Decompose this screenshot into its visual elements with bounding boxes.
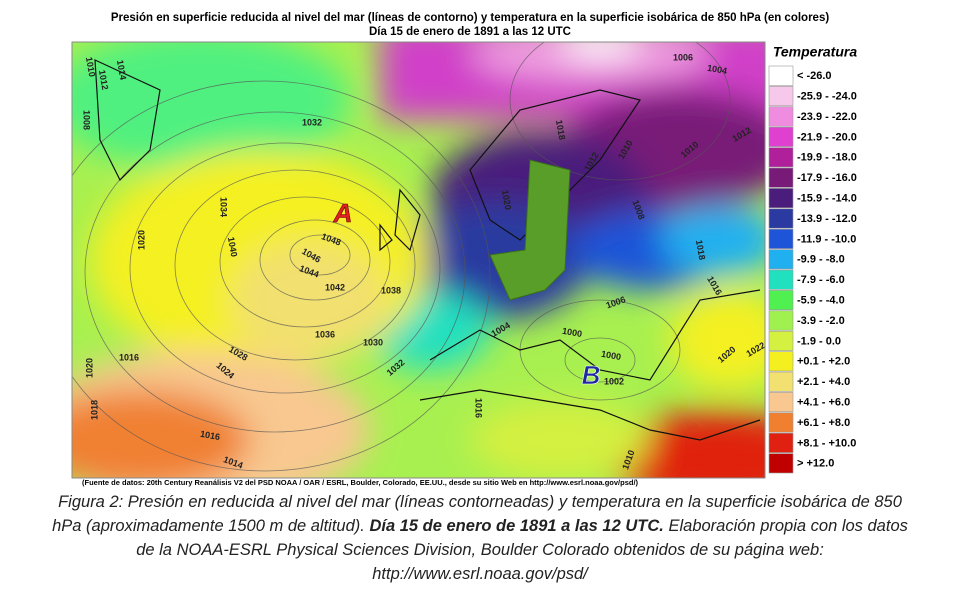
- contour-label: 1014: [115, 59, 128, 80]
- legend-label: -23.9 - -22.0: [797, 111, 857, 123]
- legend-swatch: [768, 392, 794, 413]
- legend-swatch: [768, 188, 794, 209]
- coastlines: [94, 59, 761, 441]
- legend-label: -11.9 - -10.0: [797, 233, 856, 245]
- contour-label: 1000: [561, 326, 582, 339]
- contour-label: 1040: [226, 236, 239, 257]
- contour-label: 1010: [84, 56, 97, 77]
- legend-label: +6.1 - +8.0: [797, 417, 850, 429]
- legend-label: +0.1 - +2.0: [797, 356, 850, 368]
- legend-swatch: [768, 310, 794, 331]
- legend-swatch: [768, 330, 794, 351]
- caption-line: http://www.esrl.noaa.gov/psd/: [372, 565, 588, 583]
- contour-label: 1020: [84, 358, 94, 378]
- source: (Fuente de datos: 20th Century Reanálisi…: [82, 478, 639, 487]
- legend-label: -5.9 - -4.0: [797, 295, 845, 307]
- legend-swatch: [768, 290, 794, 311]
- legend-label: -9.9 - -8.0: [797, 254, 845, 266]
- caption-line: Figura 2: Presión en reducida al nivel d…: [58, 493, 902, 511]
- legend-swatch: [768, 269, 794, 290]
- contour-label: 1002: [604, 376, 624, 386]
- arrow: [489, 159, 571, 301]
- contour-label: 1000: [600, 349, 621, 362]
- legend-label: +4.1 - +6.0: [797, 397, 850, 409]
- legend-title: Temperatura: [773, 44, 858, 60]
- legend-label: -3.9 - -2.0: [797, 315, 845, 327]
- legend-swatch: [768, 412, 794, 433]
- contour-label: 1030: [363, 337, 383, 347]
- contour-label: 1006: [673, 52, 693, 62]
- caption-line: de la NOAA-ESRL Physical Sciences Divisi…: [136, 541, 824, 559]
- legend-swatch: [768, 208, 794, 229]
- legend-label: -1.9 - 0.0: [797, 335, 841, 347]
- caption-line: hPa (aproximadamente 1500 m de altitud).…: [0, 517, 960, 536]
- legend-label: -15.9 - -14.0: [797, 193, 857, 205]
- legend-swatch: [768, 351, 794, 372]
- legend-swatch: [768, 106, 794, 127]
- contour-label: 1042: [325, 282, 345, 292]
- contour-label: 1034: [219, 197, 229, 217]
- contour-label: 1016: [474, 398, 484, 418]
- legend-swatch: [768, 371, 794, 392]
- contour-label: 1018: [694, 239, 707, 260]
- legend-label: +2.1 - +4.0: [797, 376, 850, 388]
- high-label: A: [333, 198, 353, 228]
- legend-swatch: [768, 453, 794, 474]
- legend-swatch: [768, 228, 794, 249]
- caption-bold: Día 15 de enero de 1891 a las 12 UTC.: [369, 517, 664, 535]
- legend-label: +8.1 - +10.0: [797, 437, 856, 449]
- legend-swatch: [768, 167, 794, 188]
- contour-label: 1012: [97, 69, 110, 90]
- legend-label: -13.9 - -12.0: [797, 213, 857, 225]
- legend-swatch: [768, 432, 794, 453]
- title: Presión en superficie reducida al nivel …: [111, 12, 830, 24]
- contour-label: 1008: [82, 110, 92, 130]
- contour-label: 1016: [119, 352, 139, 362]
- map-frame: [71, 41, 766, 479]
- legend-label: -17.9 - -16.0: [797, 172, 857, 184]
- contour-label: 1020: [136, 230, 146, 250]
- legend-label: > +12.0: [797, 458, 834, 470]
- isobars: [72, 42, 731, 472]
- contour-label: 1018: [554, 119, 567, 140]
- caption-text: Elaboración propia con los datos: [668, 517, 908, 535]
- contour-label: 1032: [302, 117, 322, 127]
- contour-label: 1018: [89, 400, 99, 420]
- caption-text: hPa (aproximadamente 1500 m de altitud).: [52, 517, 365, 535]
- legend-label: < -26.0: [797, 70, 832, 82]
- legend-label: -21.9 - -20.0: [797, 131, 857, 143]
- legend: < -26.0 -25.9 - -24.0 -23.9 - -22.0 -21.9 -…: [768, 65, 857, 474]
- legend-swatch: [768, 147, 794, 168]
- contour-label: 1004: [706, 63, 727, 76]
- contour-label: 1016: [199, 429, 220, 442]
- legend-swatch: [768, 86, 794, 107]
- legend-label: -7.9 - -6.0: [797, 274, 845, 286]
- legend-label: -25.9 - -24.0: [797, 91, 857, 103]
- subtitle: Día 15 de enero de 1891 a las 12 UTC: [369, 26, 571, 38]
- contour-label: 1020: [500, 189, 513, 210]
- contour-label: 1038: [381, 285, 401, 295]
- low-label: B: [582, 360, 601, 390]
- legend-swatch: [768, 249, 794, 270]
- legend-swatch: [768, 126, 794, 147]
- legend-label: -19.9 - -18.0: [797, 152, 857, 164]
- legend-swatch: [768, 65, 794, 86]
- figure: Presión en superficie reducida al nivel …: [71, 12, 858, 487]
- contour-label: 1036: [315, 329, 335, 339]
